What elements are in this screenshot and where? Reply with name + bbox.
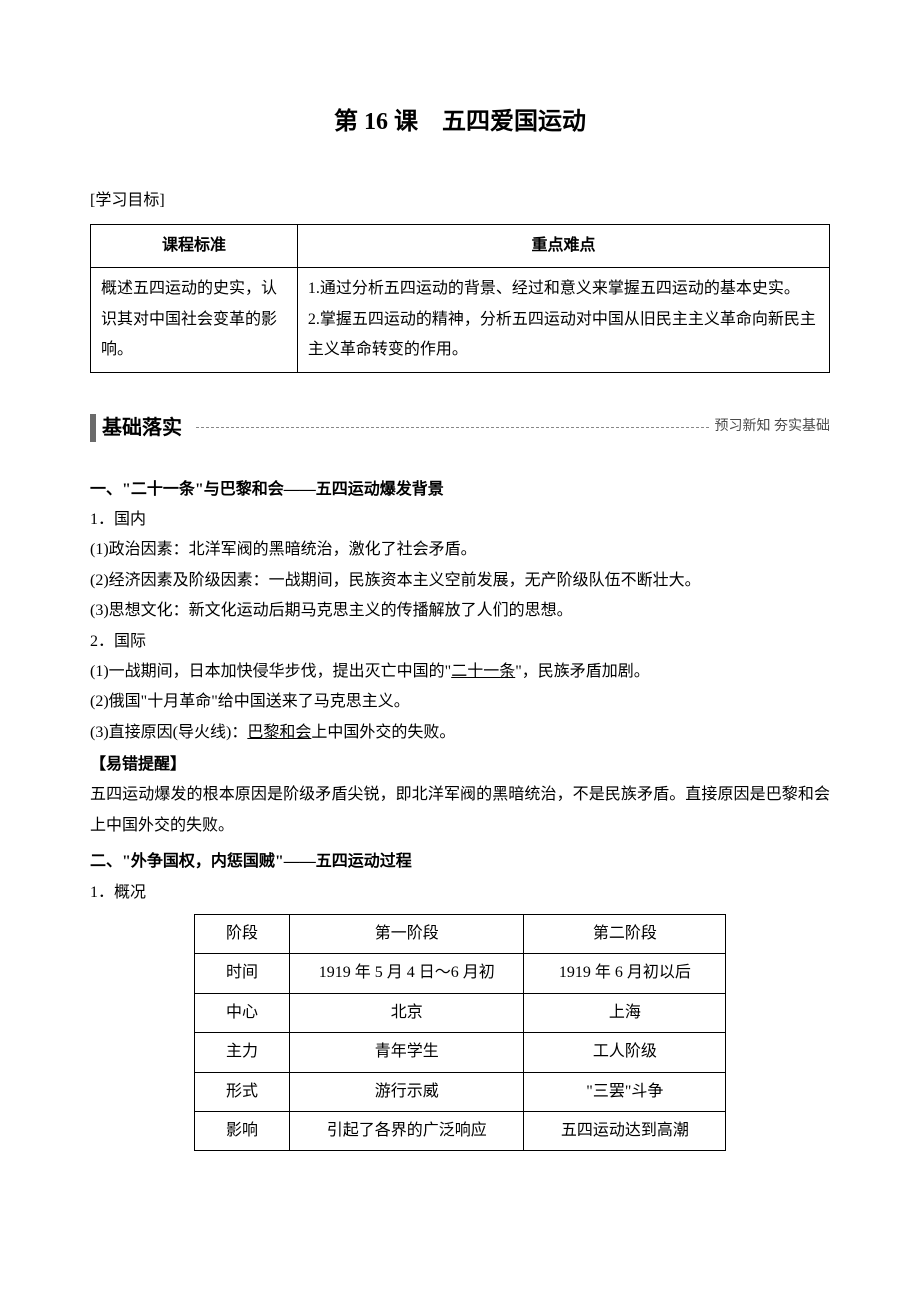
phase-row-label: 影响 (194, 1111, 290, 1150)
standards-right-cell: 1.通过分析五四运动的背景、经过和意义来掌握五四运动的基本史实。 2.掌握五四运… (297, 268, 829, 372)
phase-cell: 北京 (290, 993, 524, 1032)
table-row: 时间 1919 年 5 月 4 日～6 月初 1919 年 6 月初以后 (194, 954, 726, 993)
section1-sub1-item: (1)政治因素：北洋军阀的黑暗统治，激化了社会矛盾。 (90, 535, 830, 565)
phase-cell: 工人阶级 (524, 1033, 726, 1072)
section1-sub1-item: (2)经济因素及阶级因素：一战期间，民族资本主义空前发展，无产阶级队伍不断壮大。 (90, 566, 830, 596)
standards-header-left: 课程标准 (91, 224, 298, 267)
phase-cell: 第二阶段 (524, 915, 726, 954)
underline-text: 巴黎和会 (247, 724, 311, 741)
lesson-title: 第 16 课 五四爱国运动 (90, 100, 830, 146)
standards-header-right: 重点难点 (297, 224, 829, 267)
section2-heading: 二、"外争国权，内惩国贼"——五四运动过程 (90, 847, 830, 877)
text-span: (3)直接原因(导火线)： (90, 724, 247, 741)
table-row: 影响 引起了各界的广泛响应 五四运动达到高潮 (194, 1111, 726, 1150)
phase-cell: 1919 年 6 月初以后 (524, 954, 726, 993)
phase-row-label: 中心 (194, 993, 290, 1032)
table-row: 阶段 第一阶段 第二阶段 (194, 915, 726, 954)
phase-cell: 第一阶段 (290, 915, 524, 954)
phase-cell: 游行示威 (290, 1072, 524, 1111)
foundation-right-text: 预习新知 夯实基础 (715, 414, 831, 441)
note-box: 【易错提醒】 五四运动爆发的根本原因是阶级矛盾尖锐，即北洋军阀的黑暗统治，不是民… (90, 750, 830, 841)
phase-row-label: 时间 (194, 954, 290, 993)
section1-sub1-label: 1．国内 (90, 505, 830, 535)
text-span: "，民族矛盾加剧。 (515, 663, 650, 680)
standards-table: 课程标准 重点难点 概述五四运动的史实，认识其对中国社会变革的影响。 1.通过分… (90, 224, 830, 373)
phase-row-label: 主力 (194, 1033, 290, 1072)
section2-sub1-label: 1．概况 (90, 878, 830, 908)
section1-sub2-item1: (1)一战期间，日本加快侵华步伐，提出灭亡中国的"二十一条"，民族矛盾加剧。 (90, 657, 830, 687)
note-text: 五四运动爆发的根本原因是阶级矛盾尖锐，即北洋军阀的黑暗统治，不是民族矛盾。直接原… (90, 780, 830, 841)
phase-cell: 1919 年 5 月 4 日～6 月初 (290, 954, 524, 993)
text-span: 上中国外交的失败。 (311, 724, 455, 741)
foundation-label: 基础落实 (102, 409, 182, 447)
phase-row-label: 阶段 (194, 915, 290, 954)
phase-cell: 引起了各界的广泛响应 (290, 1111, 524, 1150)
dashed-line-icon (196, 427, 709, 428)
phase-cell: 青年学生 (290, 1033, 524, 1072)
note-label: 【易错提醒】 (90, 750, 830, 780)
section1-sub2-item3: (3)直接原因(导火线)：巴黎和会上中国外交的失败。 (90, 718, 830, 748)
phase-cell: 五四运动达到高潮 (524, 1111, 726, 1150)
underline-text: 二十一条 (451, 663, 515, 680)
table-row: 形式 游行示威 "三罢"斗争 (194, 1072, 726, 1111)
section1-sub2-label: 2．国际 (90, 627, 830, 657)
foundation-divider: 基础落实 预习新知 夯实基础 (90, 409, 830, 447)
section1-heading: 一、"二十一条"与巴黎和会——五四运动爆发背景 (90, 475, 830, 505)
phases-table: 阶段 第一阶段 第二阶段 时间 1919 年 5 月 4 日～6 月初 1919… (194, 914, 727, 1151)
phase-cell: 上海 (524, 993, 726, 1032)
phase-row-label: 形式 (194, 1072, 290, 1111)
standards-left-cell: 概述五四运动的史实，认识其对中国社会变革的影响。 (91, 268, 298, 372)
table-row: 主力 青年学生 工人阶级 (194, 1033, 726, 1072)
text-span: (1)一战期间，日本加快侵华步伐，提出灭亡中国的" (90, 663, 451, 680)
phase-cell: "三罢"斗争 (524, 1072, 726, 1111)
section1-sub1-item: (3)思想文化：新文化运动后期马克思主义的传播解放了人们的思想。 (90, 596, 830, 626)
table-row: 中心 北京 上海 (194, 993, 726, 1032)
section1-sub2-item2: (2)俄国"十月革命"给中国送来了马克思主义。 (90, 687, 830, 717)
foundation-bar-icon (90, 414, 96, 442)
objective-label: [学习目标] (90, 186, 830, 216)
